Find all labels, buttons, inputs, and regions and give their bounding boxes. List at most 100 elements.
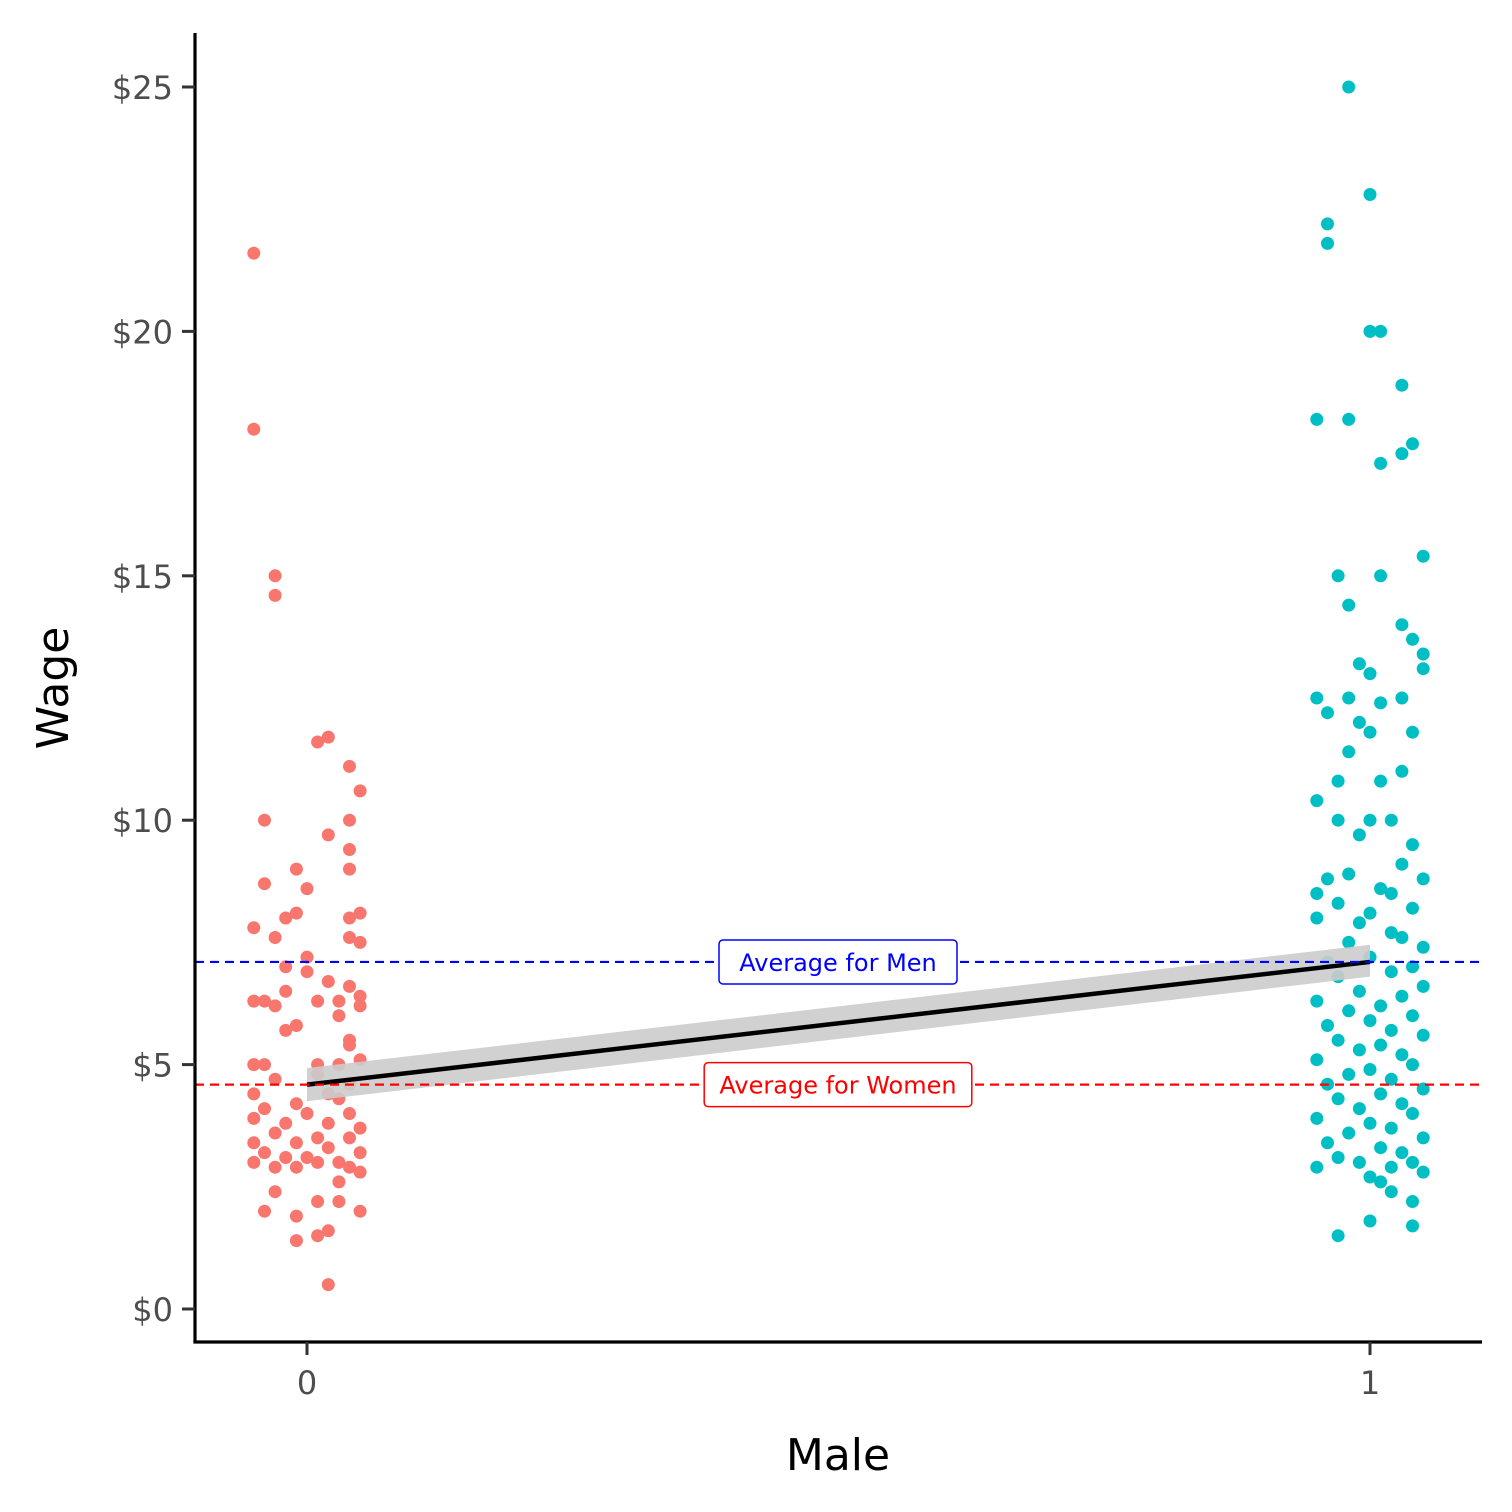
point-men <box>1395 931 1409 944</box>
point-men <box>1384 926 1398 940</box>
point-men <box>1331 569 1345 583</box>
point-women <box>321 975 335 988</box>
point-men <box>1384 1023 1398 1037</box>
point-men <box>1363 1014 1377 1028</box>
point-women <box>321 1278 335 1292</box>
point-women <box>300 882 314 896</box>
point-women <box>279 1151 293 1164</box>
point-men <box>1374 1175 1388 1189</box>
point-women <box>343 862 356 876</box>
point-men <box>1406 1058 1419 1072</box>
point-men <box>1331 813 1345 827</box>
point-women <box>279 911 293 925</box>
point-women <box>332 1155 346 1169</box>
point-men <box>1395 989 1409 1003</box>
point-women <box>343 911 356 925</box>
point-men <box>1384 813 1398 827</box>
point-women <box>268 569 282 583</box>
x-tick-label: 1 <box>1360 1364 1380 1402</box>
y-axis-title: Wage <box>28 627 79 750</box>
point-women <box>268 931 282 944</box>
point-men <box>1363 1170 1377 1184</box>
point-men <box>1321 236 1334 250</box>
point-men <box>1416 1131 1430 1145</box>
point-women <box>343 1038 356 1052</box>
point-men <box>1342 691 1356 705</box>
point-men <box>1406 838 1419 852</box>
point-men <box>1384 1160 1398 1174</box>
point-men <box>1416 549 1430 563</box>
point-women <box>258 1204 271 1218</box>
point-women <box>321 828 335 842</box>
point-men <box>1374 1038 1388 1052</box>
y-tick-label: $15 <box>112 558 173 596</box>
point-women <box>279 1023 293 1037</box>
point-men <box>1416 647 1430 661</box>
point-women <box>353 999 367 1013</box>
point-men <box>1342 598 1356 612</box>
point-women <box>343 931 356 944</box>
point-men <box>1406 901 1419 915</box>
point-men <box>1310 1160 1324 1174</box>
point-men <box>1352 657 1366 671</box>
point-men <box>1374 774 1388 788</box>
axes-layer: $0 $5 $10 $15 $20 $25 0 1 <box>112 33 1482 1402</box>
point-men <box>1352 916 1366 930</box>
point-men <box>1321 706 1334 720</box>
y-tick-label: $10 <box>112 802 173 840</box>
point-women <box>247 422 261 436</box>
point-men <box>1395 1097 1409 1111</box>
point-women <box>353 1121 367 1135</box>
point-men <box>1416 1165 1430 1179</box>
point-women <box>258 1058 271 1072</box>
point-women <box>268 1185 282 1199</box>
point-men <box>1342 1126 1356 1140</box>
point-men <box>1363 813 1377 827</box>
point-men <box>1416 1028 1430 1042</box>
point-men <box>1352 828 1366 842</box>
point-women <box>247 994 261 1008</box>
point-men <box>1406 960 1419 974</box>
point-men <box>1310 1111 1324 1125</box>
point-men <box>1384 887 1398 900</box>
point-men <box>1406 1219 1419 1233</box>
average-label-box-women <box>703 1061 973 1108</box>
point-men <box>1363 906 1377 920</box>
point-men <box>1363 1063 1377 1076</box>
point-women <box>343 843 356 856</box>
point-men <box>1406 1155 1419 1169</box>
point-women <box>300 965 314 979</box>
point-men <box>1331 1151 1345 1164</box>
point-men <box>1363 667 1377 681</box>
point-women <box>289 862 303 876</box>
point-men <box>1342 80 1356 94</box>
point-men <box>1310 994 1324 1008</box>
point-women <box>258 1146 271 1160</box>
y-tick-label: $0 <box>132 1291 173 1329</box>
point-men <box>1374 1087 1388 1101</box>
point-men <box>1374 999 1388 1013</box>
point-men <box>1363 1214 1377 1228</box>
point-women <box>247 1136 261 1150</box>
point-women <box>311 1195 325 1208</box>
point-women <box>353 784 367 798</box>
point-men <box>1310 911 1324 925</box>
point-men <box>1406 1009 1419 1023</box>
point-men <box>1310 691 1324 705</box>
point-men <box>1374 324 1388 338</box>
x-axis-title: Male <box>786 1430 890 1481</box>
point-women <box>268 1072 282 1086</box>
point-men <box>1342 1067 1356 1081</box>
point-women <box>332 1195 346 1208</box>
point-men <box>1395 691 1409 705</box>
point-men <box>1395 764 1409 778</box>
point-women <box>353 935 367 949</box>
x-tick-label: 0 <box>297 1364 317 1402</box>
point-men <box>1406 632 1419 646</box>
point-men <box>1310 794 1324 808</box>
point-men <box>1352 1043 1366 1057</box>
point-men <box>1374 696 1388 710</box>
point-women <box>268 999 282 1013</box>
average-label-box-men <box>718 939 958 985</box>
point-women <box>279 1116 293 1130</box>
